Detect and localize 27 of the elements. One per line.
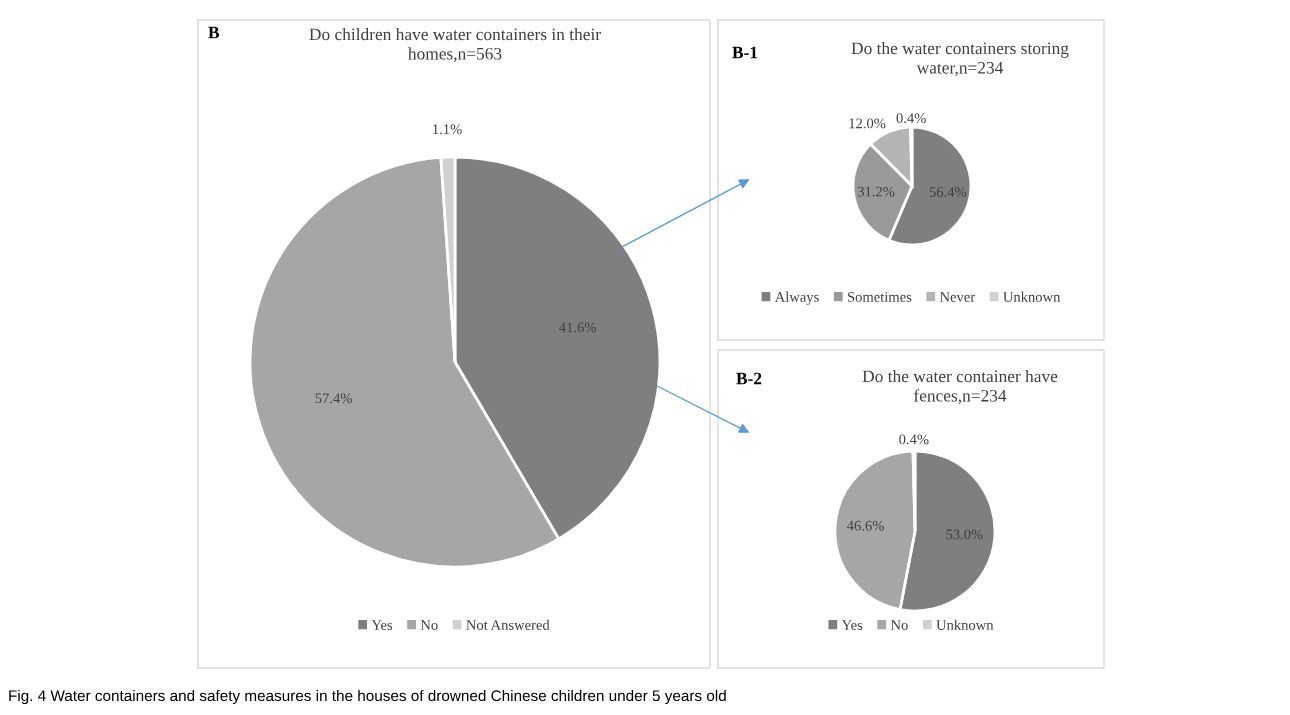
legend-label: Unknown — [936, 619, 994, 630]
data-label: 53.0% — [946, 529, 983, 540]
caption: Fig. 4 Water containers and safety measures in the houses of drowned Chinese children under 5 years old — [9, 689, 726, 705]
legend-label: No — [890, 620, 908, 630]
chart-title: Do the water container have fences,n=234 — [862, 370, 1058, 405]
legend-label: Yes — [371, 620, 393, 630]
data-label: 12.0% — [849, 118, 886, 129]
data-label: 57.4% — [315, 393, 352, 404]
data-label: 46.6% — [847, 520, 884, 531]
text: B-1 — [732, 46, 758, 59]
text: B — [208, 26, 220, 39]
chart-title: Do children have water containers in their homes,n=563 — [309, 28, 601, 63]
legend-label: No — [420, 620, 438, 630]
data-label: 1.1% — [433, 124, 462, 135]
text: B-2 — [736, 372, 762, 385]
legend-label: Yes — [841, 620, 863, 630]
legend-label: Always — [774, 291, 819, 305]
data-label: 0.4% — [899, 434, 929, 445]
legend-label: Never — [939, 292, 976, 302]
legend-label: Unknown — [1003, 291, 1061, 302]
legend-label: Sometimes — [847, 292, 912, 302]
data-label: 56.4% — [929, 187, 967, 198]
data-label: 41.6% — [559, 322, 596, 333]
data-label: 31.2% — [857, 186, 895, 197]
data-label: 0.4% — [896, 113, 926, 124]
chart-title: Do the water containers storing water,n=234 — [851, 42, 1069, 77]
legend-label: Not Answered — [466, 619, 550, 630]
